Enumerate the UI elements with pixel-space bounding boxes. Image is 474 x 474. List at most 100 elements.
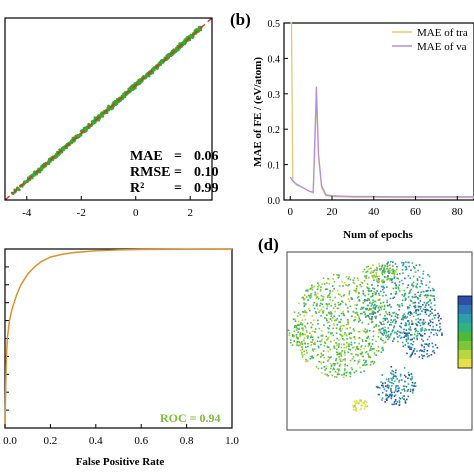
tsne-point [392, 287, 395, 290]
tsne-point [385, 394, 387, 397]
tsne-point [384, 276, 386, 278]
tsne-point [336, 376, 338, 378]
tsne-point [358, 330, 361, 333]
tsne-point [339, 358, 342, 360]
tsne-point [317, 285, 319, 288]
tsne-point [328, 312, 331, 315]
tsne-point [378, 265, 381, 267]
tsne-point [388, 385, 390, 387]
scatter-point [26, 179, 30, 183]
tsne-point [392, 373, 395, 376]
tsne-point [412, 388, 414, 391]
tsne-point [382, 295, 384, 297]
tsne-point [349, 373, 352, 375]
tsne-point [421, 283, 423, 285]
tsne-point [398, 305, 400, 307]
tsne-point [434, 329, 437, 331]
tsne-points [287, 260, 443, 412]
tsne-point [372, 287, 374, 289]
tsne-point [322, 306, 325, 308]
tsne-point [314, 311, 317, 313]
tsne-point [413, 348, 416, 350]
tsne-point [401, 341, 404, 344]
tsne-point [429, 298, 431, 301]
tsne-point [358, 358, 361, 361]
tsne-point [396, 401, 398, 403]
tsne-point [379, 268, 382, 271]
tsne-point [406, 316, 409, 318]
tsne-point [323, 283, 326, 285]
tsne-point [416, 335, 419, 337]
tsne-point [322, 298, 324, 300]
scatter-point [145, 73, 148, 76]
tsne-point [415, 264, 418, 267]
scatter-point [48, 160, 51, 164]
tsne-point [388, 272, 390, 274]
tsne-point [416, 279, 419, 282]
tsne-point [393, 403, 396, 405]
tsne-point [359, 366, 361, 369]
tsne-point [298, 323, 300, 326]
tsne-point [417, 269, 419, 272]
tsne-point [389, 381, 391, 384]
tsne-point [330, 340, 332, 343]
tsne-point [376, 266, 378, 269]
lines-b [289, 22, 474, 199]
tsne-point [373, 307, 376, 310]
tsne-point [321, 303, 324, 306]
tsne-point [436, 346, 439, 349]
tsne-point [351, 298, 353, 300]
tsne-point [401, 261, 403, 264]
tsne-point [325, 373, 328, 376]
tsne-point [305, 331, 308, 333]
tsne-point [325, 335, 328, 338]
tsne-point [371, 360, 374, 363]
tsne-point [359, 348, 362, 351]
tsne-point [299, 332, 302, 334]
tsne-point [384, 382, 386, 384]
tsne-point [361, 364, 364, 367]
tsne-point [339, 360, 342, 362]
colorbar-segment [458, 359, 472, 369]
tsne-point [355, 407, 357, 409]
tsne-point [344, 360, 346, 362]
tsne-point [320, 367, 323, 369]
tsne-point [387, 335, 389, 337]
tsne-point [302, 327, 304, 329]
tsne-point [426, 355, 429, 358]
tsne-point [404, 297, 407, 300]
tsne-point [398, 331, 401, 333]
tsne-point [395, 313, 397, 315]
tsne-point [352, 356, 355, 358]
tsne-point [424, 311, 426, 314]
tsne-point [372, 362, 375, 365]
tsne-point [403, 289, 405, 292]
tsne-point [412, 275, 415, 278]
tsne-point [386, 299, 388, 302]
tsne-point [303, 339, 305, 342]
tsne-point [414, 271, 417, 273]
tsne-point [316, 296, 319, 298]
y-tick-label: 0.0 [268, 196, 281, 207]
tsne-point [397, 385, 399, 387]
tsne-point [405, 323, 407, 325]
tsne-point [329, 290, 331, 292]
y-tick-label: 0.5 [268, 19, 281, 30]
tsne-point [341, 334, 344, 337]
tsne-point [424, 321, 427, 323]
tsne-point [409, 388, 412, 391]
tsne-point [357, 331, 360, 333]
tsne-point [337, 276, 340, 279]
y-tick-label: 0.4 [268, 54, 281, 65]
tsne-point [408, 322, 411, 324]
x-tick-label: 20 [327, 206, 339, 218]
tsne-point [407, 306, 409, 308]
tsne-point [366, 299, 368, 302]
tsne-point [412, 323, 414, 325]
tsne-point [316, 354, 318, 357]
tsne-point [358, 317, 360, 319]
tsne-point [304, 318, 307, 321]
tsne-point [370, 313, 373, 315]
tsne-point [367, 297, 369, 300]
tsne-point [313, 307, 316, 310]
